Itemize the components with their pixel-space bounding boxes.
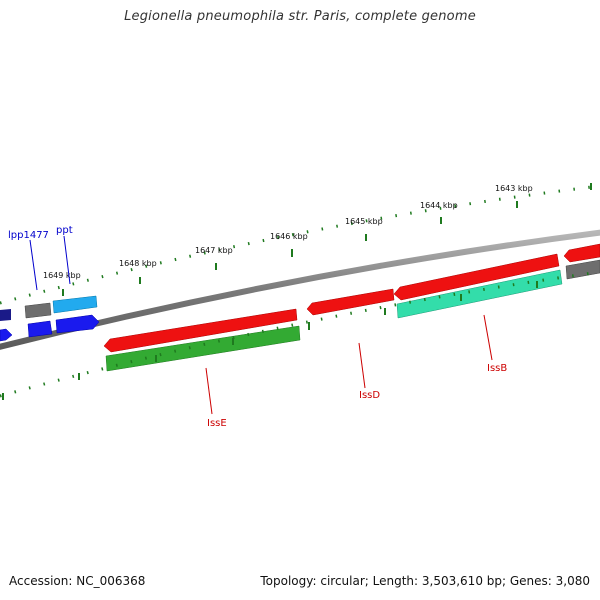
leader-line [63, 235, 71, 285]
gene-arrow[interactable] [27, 320, 53, 338]
gene-arrow[interactable] [52, 295, 98, 314]
inner-major-ticks [2, 281, 538, 400]
scale-label: 1649 kbp [43, 271, 81, 280]
gene-arrow[interactable] [105, 325, 301, 372]
scale-label: 1645 kbp [345, 217, 383, 226]
gene-arrow[interactable] [396, 269, 563, 319]
gene-leader-lines [29, 235, 493, 415]
scale-label: 1648 kbp [119, 259, 157, 268]
leader-line [358, 342, 366, 389]
gene-label-lpp1477[interactable]: lpp1477 [8, 230, 49, 241]
reverse-features [0, 259, 600, 372]
gene-arrow[interactable] [55, 314, 100, 334]
gene-arrow[interactable] [565, 259, 600, 280]
gene-arrow[interactable] [24, 302, 52, 319]
gene-arrow[interactable] [306, 288, 395, 316]
gene-arrow[interactable] [393, 253, 560, 301]
genome-summary: Topology: circular; Length: 3,503,610 bp… [260, 574, 590, 588]
gene-label-issB[interactable]: IssB [487, 363, 507, 374]
leader-line [483, 314, 493, 361]
forward-features [0, 243, 600, 353]
scale-label: 1646 kbp [270, 232, 308, 241]
gene-label-issD[interactable]: IssD [359, 390, 380, 401]
inner-tick-ring [0, 270, 600, 400]
gene-arrow[interactable] [0, 328, 13, 342]
gene-arrow[interactable] [0, 309, 11, 321]
outer-tick-ring [0, 183, 600, 305]
outer-major-ticks [62, 183, 592, 296]
gene-arrow[interactable] [563, 243, 600, 263]
accession-label: Accession: NC_006368 [9, 574, 146, 588]
scale-label: 1643 kbp [495, 184, 533, 193]
gene-label-issE[interactable]: IssE [207, 418, 227, 429]
leader-line [29, 239, 38, 291]
gene-labels: lpp1477 ppt IssE IssD IssB [8, 225, 507, 429]
scale-label: 1644 kbp [420, 201, 458, 210]
gene-arrow[interactable] [103, 308, 298, 353]
scale-labels: 1649 kbp 1648 kbp 1647 kbp 1646 kbp 1645… [43, 184, 533, 280]
gene-label-ppt[interactable]: ppt [56, 225, 73, 236]
leader-line [205, 367, 213, 415]
map-title: Legionella pneumophila str. Paris, compl… [124, 9, 476, 24]
scale-label: 1647 kbp [195, 246, 233, 255]
